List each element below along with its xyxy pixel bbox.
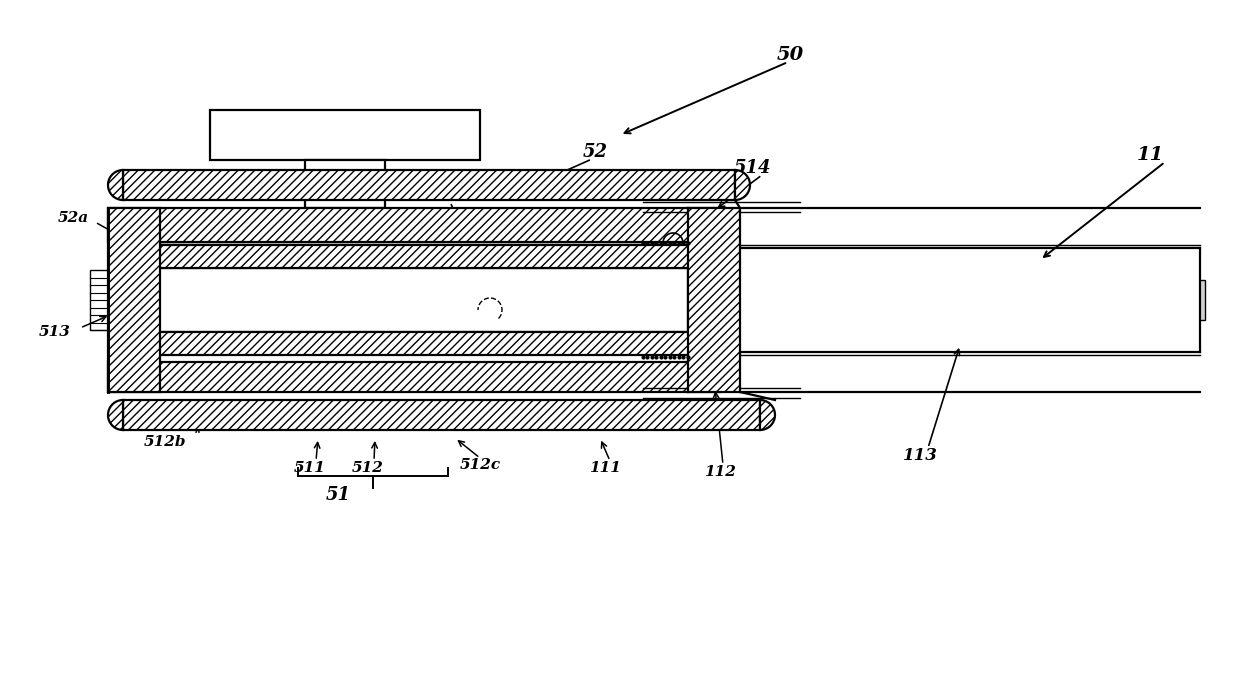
Text: 52b: 52b (133, 215, 164, 229)
Text: 112: 112 (704, 465, 735, 479)
Text: 513: 513 (40, 325, 71, 339)
Bar (210, 110, 480, 160)
Bar (157, 245, 720, 268)
Polygon shape (760, 400, 775, 430)
Text: 11: 11 (1136, 146, 1163, 164)
Bar (157, 332, 720, 355)
Bar (157, 268, 720, 332)
Text: 52: 52 (583, 143, 608, 161)
Bar (108, 362, 720, 392)
Bar (123, 170, 735, 200)
Bar (157, 355, 720, 362)
Bar (740, 355, 1200, 392)
Text: 514: 514 (733, 159, 771, 177)
Bar (305, 160, 384, 208)
Text: A: A (438, 186, 453, 204)
Polygon shape (735, 170, 750, 200)
Bar (740, 208, 1200, 245)
Bar (740, 245, 1200, 355)
Bar (123, 400, 760, 430)
Bar (157, 242, 720, 268)
Text: 111: 111 (589, 461, 621, 475)
Bar (91, 270, 108, 330)
Bar (688, 208, 740, 392)
Text: 113: 113 (903, 446, 937, 464)
Polygon shape (108, 170, 123, 200)
Text: 512c: 512c (460, 458, 501, 472)
Bar (735, 280, 1205, 320)
Bar (108, 208, 720, 242)
Polygon shape (720, 208, 737, 242)
Text: 51: 51 (325, 486, 351, 504)
Polygon shape (108, 400, 123, 430)
Text: 50: 50 (776, 46, 804, 64)
Text: 512: 512 (352, 461, 384, 475)
Text: 512b: 512b (144, 435, 186, 449)
Text: 52a: 52a (57, 211, 88, 225)
Text: 511: 511 (294, 461, 326, 475)
Bar (108, 208, 160, 392)
